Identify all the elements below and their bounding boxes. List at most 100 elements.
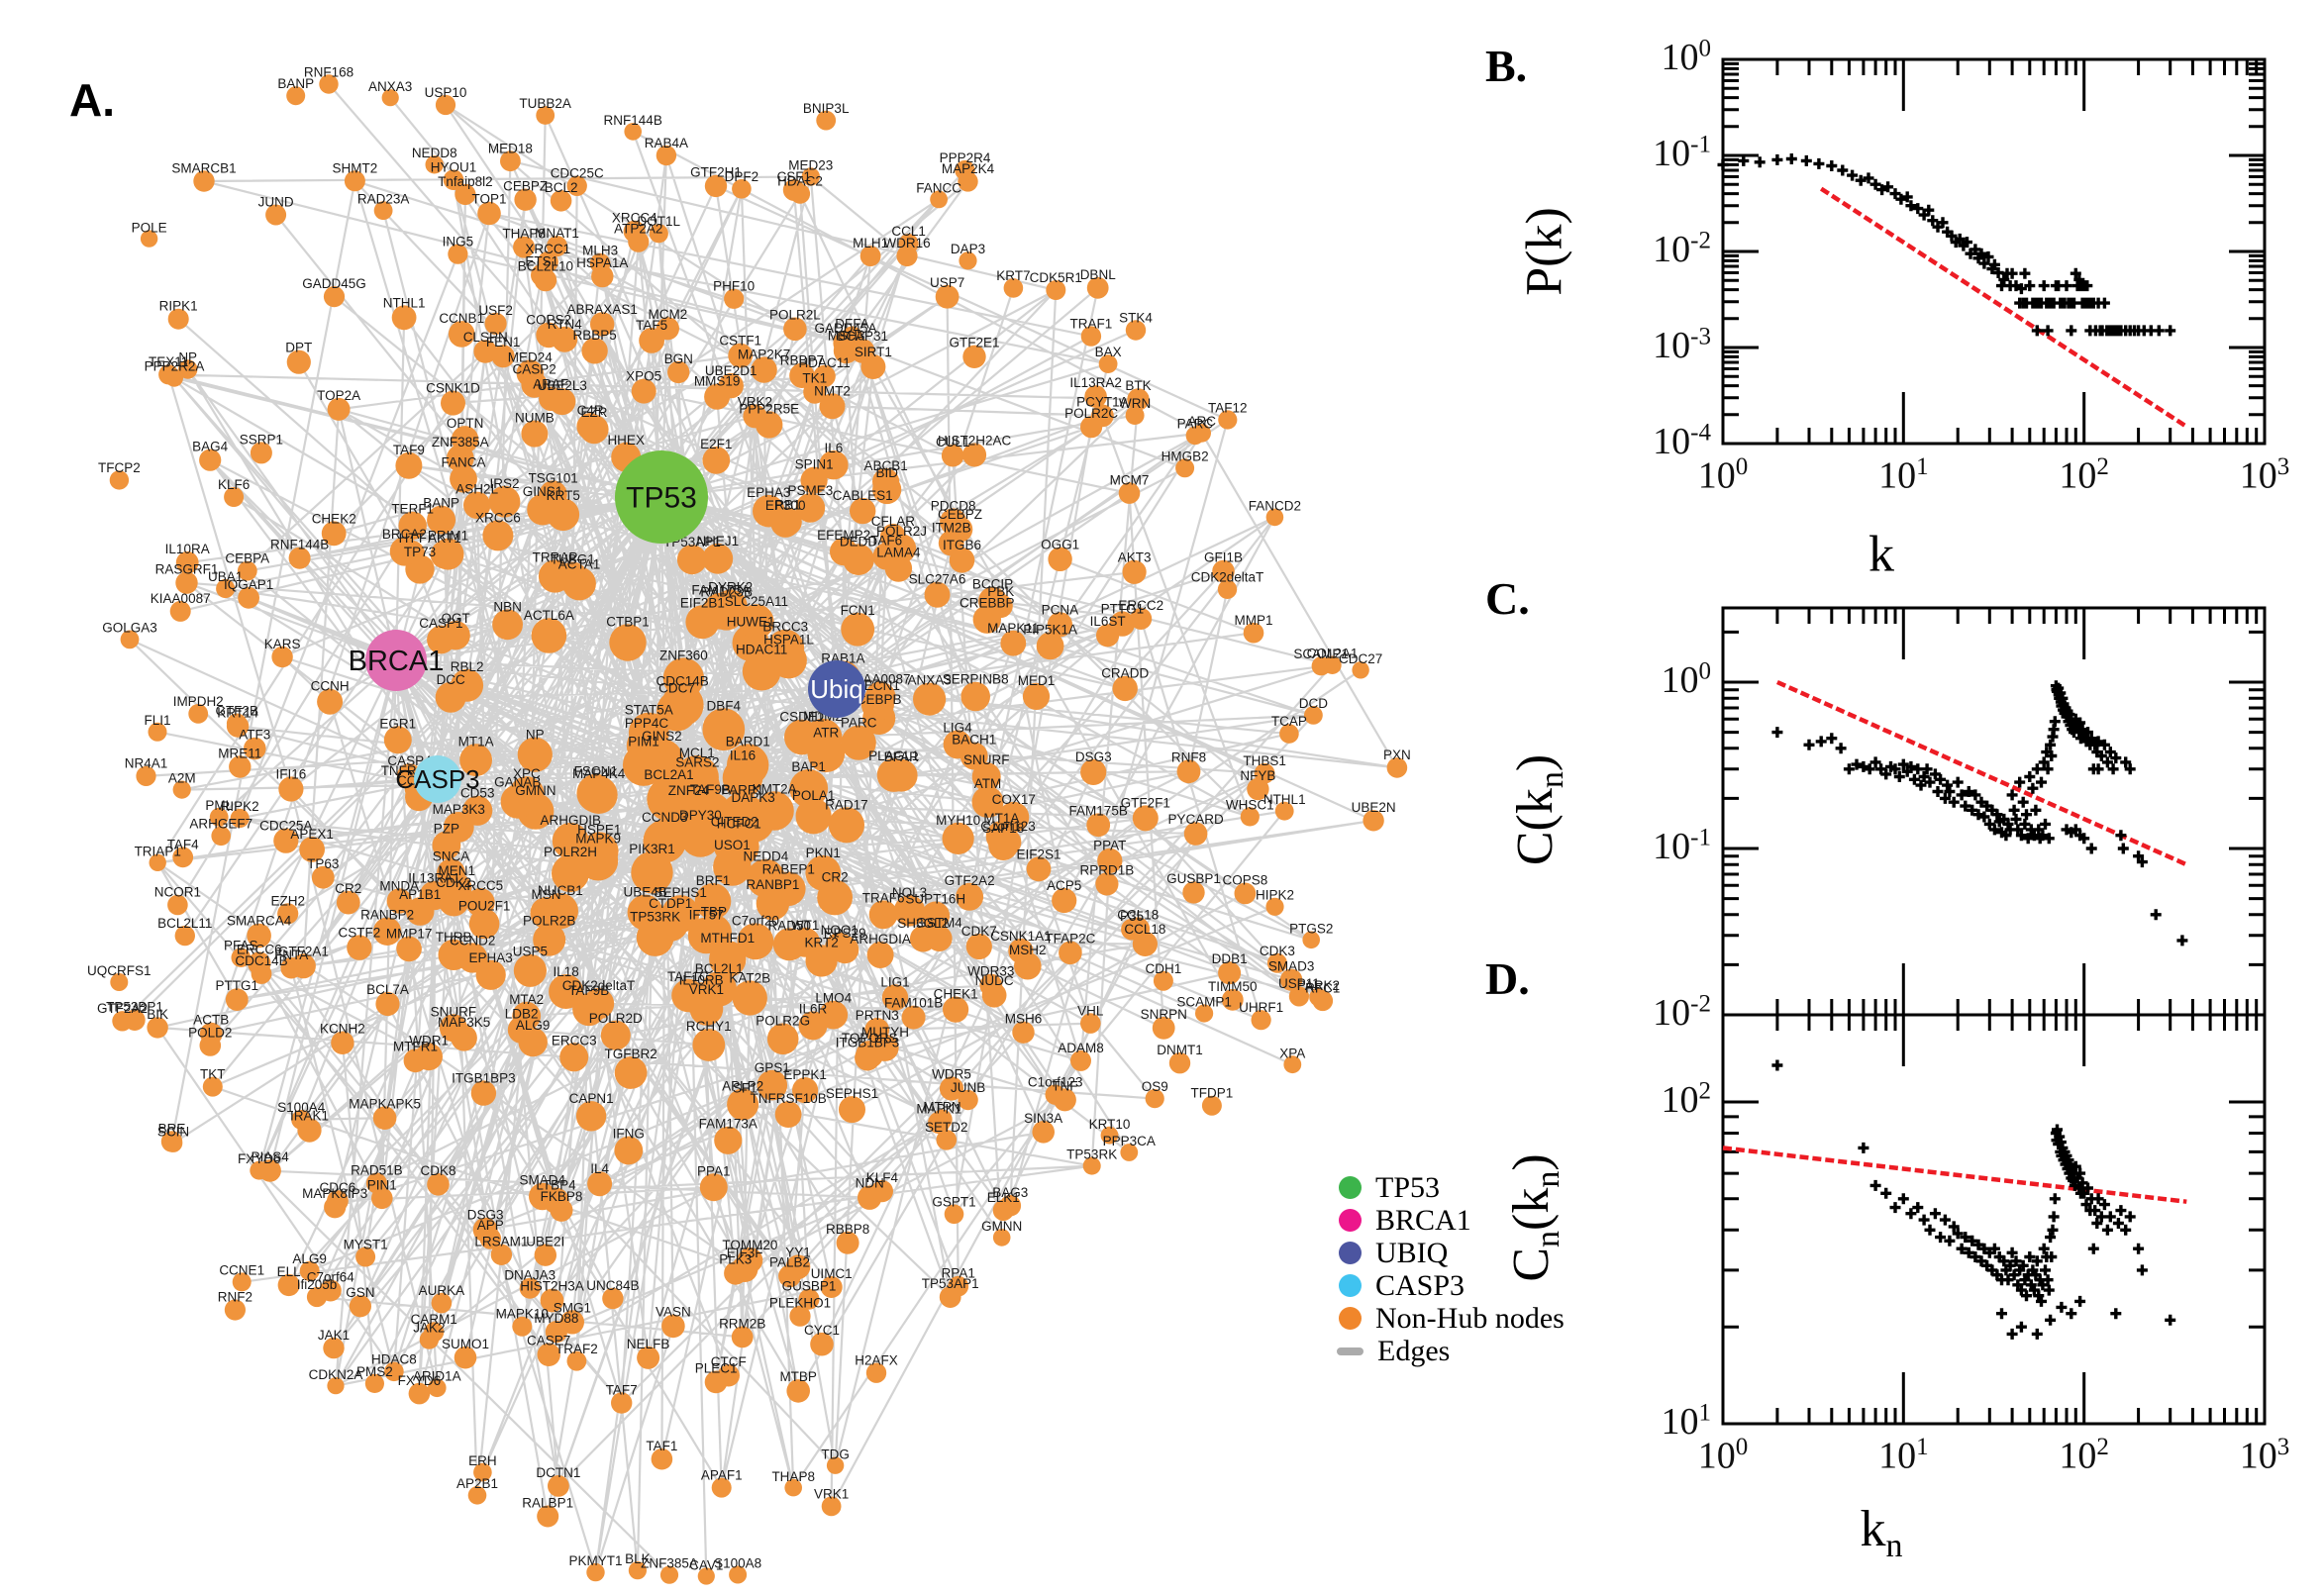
svg-text:APP: APP (477, 1218, 504, 1233)
svg-text:NEDD4: NEDD4 (744, 849, 789, 864)
svg-text:TRAF1: TRAF1 (1070, 316, 1113, 331)
hub-node-ubiq[interactable]: Ubiq (808, 660, 865, 718)
svg-text:ALG9: ALG9 (292, 1251, 327, 1266)
svg-text:POLR2L: POLR2L (769, 307, 821, 322)
tick-label: 100 (1661, 35, 1712, 79)
svg-text:NQO1: NQO1 (821, 923, 858, 938)
svg-text:NP: NP (178, 349, 197, 364)
svg-text:MSH3: MSH3 (828, 329, 865, 344)
svg-text:TUBB2A: TUBB2A (519, 96, 571, 111)
svg-text:POLR2H: POLR2H (544, 845, 597, 859)
svg-text:DCC: DCC (437, 672, 465, 687)
svg-text:VASN: VASN (656, 1305, 691, 1320)
svg-text:AKT1: AKT1 (428, 531, 461, 546)
svg-text:CFLAR: CFLAR (871, 514, 916, 529)
svg-text:CD53: CD53 (460, 786, 495, 801)
svg-text:DNMT1: DNMT1 (1157, 1043, 1203, 1057)
svg-text:TAF12: TAF12 (1208, 400, 1248, 415)
svg-text:IFNG: IFNG (613, 1127, 645, 1142)
svg-text:PPP3CA: PPP3CA (1103, 1134, 1156, 1148)
svg-text:SLC27A6: SLC27A6 (909, 572, 966, 587)
svg-text:UBE2D1: UBE2D1 (705, 363, 758, 378)
svg-text:THAP8: THAP8 (502, 227, 546, 242)
svg-text:CEBPA: CEBPA (225, 551, 269, 566)
svg-text:IL16: IL16 (730, 748, 756, 763)
svg-text:MAPK8IP3: MAPK8IP3 (302, 1186, 367, 1201)
svg-text:PARC: PARC (841, 716, 877, 731)
svg-text:CDK5R1: CDK5R1 (1030, 270, 1082, 285)
hub-node-tp53[interactable]: TP53 (615, 450, 708, 544)
svg-text:TBP: TBP (701, 905, 727, 920)
svg-text:MSN: MSN (532, 887, 561, 902)
svg-text:CTDP1: CTDP1 (649, 896, 692, 911)
svg-text:CREBBP: CREBBP (960, 596, 1015, 611)
svg-text:PZP: PZP (434, 821, 459, 836)
svg-text:BRCA2: BRCA2 (382, 527, 427, 542)
svg-text:TP63: TP63 (307, 856, 339, 871)
svg-text:DYRK2: DYRK2 (708, 579, 753, 594)
svg-text:UHRF1: UHRF1 (1239, 1000, 1283, 1015)
svg-text:FAM101B: FAM101B (884, 996, 943, 1011)
svg-text:TFAP2C: TFAP2C (1045, 932, 1095, 947)
svg-text:MSH2: MSH2 (1009, 943, 1047, 957)
svg-text:AKT3: AKT3 (1118, 550, 1152, 565)
svg-text:DOT1L: DOT1L (638, 214, 681, 229)
hub-node-casp3[interactable]: CASP3 (395, 755, 480, 803)
svg-text:RPRD1B: RPRD1B (1080, 862, 1135, 877)
svg-text:CAPN1: CAPN1 (569, 1091, 614, 1106)
svg-text:WRN: WRN (1119, 396, 1151, 411)
svg-text:TAF9: TAF9 (393, 443, 425, 457)
svg-text:GOLGA3: GOLGA3 (102, 621, 157, 636)
svg-text:VRK1: VRK1 (689, 982, 724, 997)
svg-text:CDC7: CDC7 (658, 681, 695, 696)
svg-text:HDAC8: HDAC8 (371, 1352, 417, 1367)
network-nonhub-nodes[interactable] (109, 74, 1408, 1585)
svg-text:WDR33: WDR33 (967, 964, 1014, 979)
tick-label: 102 (2059, 1434, 2109, 1477)
svg-text:ZNF360: ZNF360 (659, 648, 708, 662)
svg-text:BRCA1: BRCA1 (349, 646, 445, 677)
svg-text:PTGS2: PTGS2 (1289, 922, 1333, 937)
svg-text:EIF2B1: EIF2B1 (680, 595, 725, 610)
svg-text:EFEMP2: EFEMP2 (817, 528, 870, 543)
svg-text:MYD88: MYD88 (534, 1311, 578, 1326)
svg-text:GINS2: GINS2 (642, 729, 682, 744)
svg-text:ZNF385A: ZNF385A (432, 435, 489, 449)
svg-text:GTF2H1: GTF2H1 (690, 165, 742, 180)
svg-text:S100A8: S100A8 (714, 1556, 761, 1571)
svg-text:GTF2A2: GTF2A2 (97, 1001, 148, 1016)
svg-text:TUBG1: TUBG1 (551, 552, 595, 567)
svg-text:POLR2B: POLR2B (523, 914, 575, 929)
svg-text:ING5: ING5 (443, 235, 474, 249)
tick-label: 10-2 (1653, 990, 1711, 1035)
svg-text:MYST1: MYST1 (344, 1238, 388, 1252)
svg-text:LRSAM1: LRSAM1 (474, 1235, 528, 1249)
svg-text:PBK: PBK (987, 584, 1014, 599)
hub-node-brca1[interactable]: BRCA1 (349, 630, 445, 691)
svg-text:RASGRF1: RASGRF1 (155, 562, 219, 577)
svg-text:CDK8: CDK8 (420, 1163, 455, 1178)
svg-text:PPAT: PPAT (1093, 839, 1126, 853)
svg-text:MEN1: MEN1 (439, 863, 476, 878)
svg-text:RAD23B: RAD23B (700, 585, 753, 600)
svg-text:TGFBR2: TGFBR2 (604, 1047, 656, 1061)
svg-text:TFCP2: TFCP2 (98, 460, 141, 475)
network-hub-nodes[interactable]: TP53 BRCA1 Ubiq CASP3 (349, 450, 865, 803)
svg-text:ADAM8: ADAM8 (1058, 1041, 1104, 1055)
svg-text:GSN: GSN (346, 1285, 374, 1300)
svg-text:VRK2: VRK2 (738, 394, 772, 409)
svg-text:PLEKHO1: PLEKHO1 (769, 1296, 831, 1311)
svg-text:TK1: TK1 (802, 370, 827, 385)
svg-text:SAP18: SAP18 (982, 821, 1024, 836)
svg-text:POLE: POLE (132, 220, 167, 235)
svg-text:TAF6: TAF6 (870, 533, 902, 548)
svg-text:BRCC3: BRCC3 (762, 620, 808, 635)
svg-text:USP7: USP7 (930, 275, 964, 290)
svg-text:APLP2: APLP2 (722, 1079, 763, 1094)
brca1-dot-icon (1339, 1209, 1362, 1232)
svg-text:CSF1: CSF1 (777, 169, 812, 184)
svg-text:C4R: C4R (577, 403, 604, 418)
svg-text:ACTL6A: ACTL6A (524, 608, 574, 623)
svg-text:DFFA: DFFA (835, 317, 869, 332)
